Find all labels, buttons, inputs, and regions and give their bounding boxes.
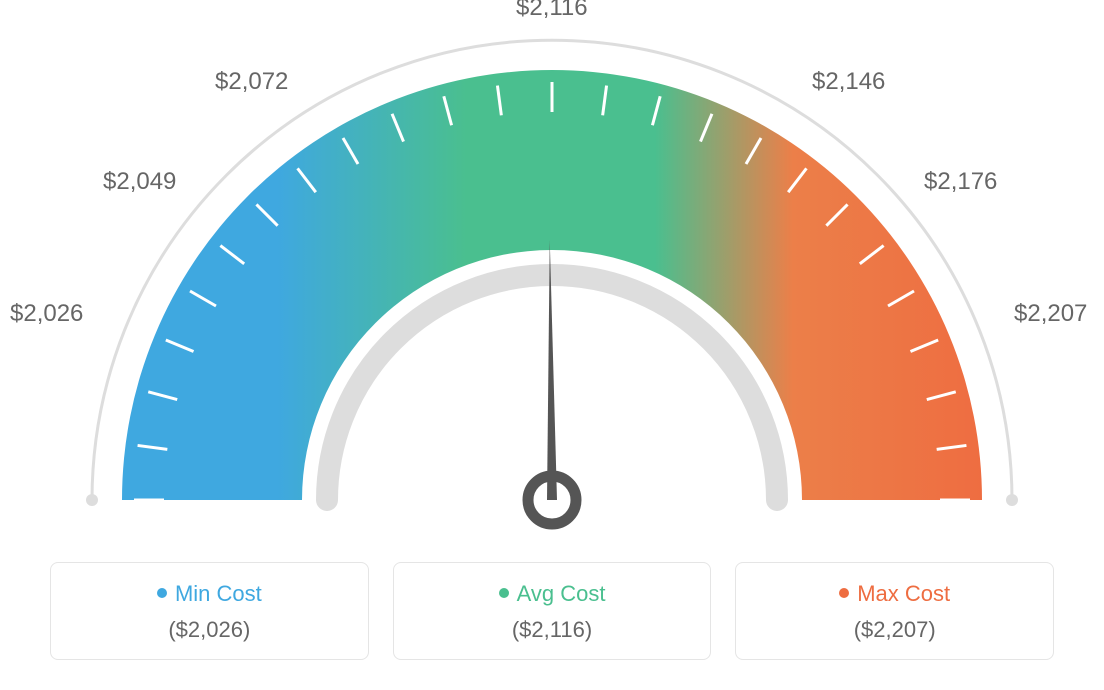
legend-avg-label: Avg Cost: [517, 581, 606, 606]
legend-max-value: ($2,207): [756, 617, 1033, 643]
legend-avg-title: Avg Cost: [414, 581, 691, 607]
dot-icon: [839, 588, 849, 598]
gauge-tick-label: $2,072: [215, 68, 288, 96]
gauge-tick-label: $2,207: [1014, 300, 1087, 328]
legend-card-min: Min Cost ($2,026): [50, 562, 369, 660]
gauge-tick-label: $2,176: [924, 168, 997, 196]
gauge-tick-label: $2,026: [10, 300, 83, 328]
dot-icon: [499, 588, 509, 598]
legend-min-title: Min Cost: [71, 581, 348, 607]
legend-max-title: Max Cost: [756, 581, 1033, 607]
legend-min-label: Min Cost: [175, 581, 262, 606]
legend-avg-value: ($2,116): [414, 617, 691, 643]
gauge-tick-label: $2,049: [103, 168, 176, 196]
legend-card-avg: Avg Cost ($2,116): [393, 562, 712, 660]
gauge-chart: $2,026 $2,049 $2,072 $2,116 $2,146 $2,176 $2,2…: [0, 0, 1104, 530]
legend-row: Min Cost ($2,026) Avg Cost ($2,116) Max …: [50, 562, 1054, 660]
dot-icon: [157, 588, 167, 598]
gauge-svg: [0, 0, 1104, 530]
cost-gauge-widget: $2,026 $2,049 $2,072 $2,116 $2,146 $2,176 $2,2…: [0, 0, 1104, 690]
gauge-tick-label: $2,146: [812, 68, 885, 96]
legend-min-value: ($2,026): [71, 617, 348, 643]
gauge-tick-label: $2,116: [516, 0, 588, 22]
legend-max-label: Max Cost: [857, 581, 950, 606]
legend-card-max: Max Cost ($2,207): [735, 562, 1054, 660]
